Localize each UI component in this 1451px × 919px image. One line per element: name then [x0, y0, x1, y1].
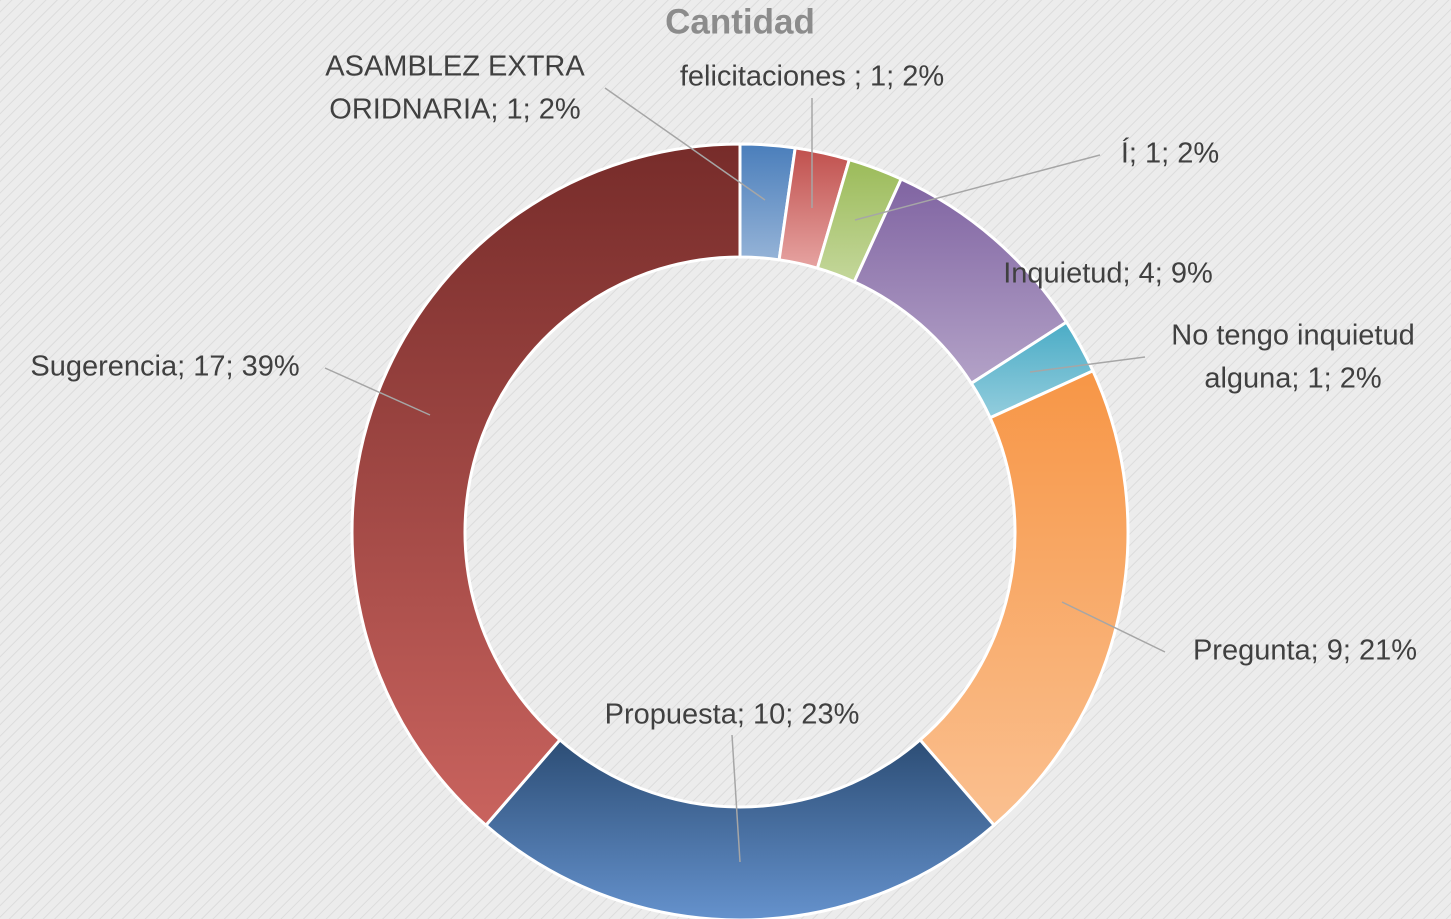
leader-line: [854, 154, 1101, 221]
data-label: ASAMBLEZ EXTRA: [325, 51, 585, 83]
data-label: alguna; 1; 2%: [1204, 363, 1381, 395]
data-label: ORIDNARIA; 1; 2%: [329, 94, 580, 126]
data-label: Propuesta; 10; 23%: [605, 699, 860, 731]
data-label: Í; 1; 2%: [1121, 137, 1219, 170]
data-label: No tengo inquietud: [1171, 320, 1414, 352]
data-label: Sugerencia; 17; 39%: [30, 351, 299, 383]
leader-line: [604, 87, 766, 201]
data-label: felicitaciones ; 1; 2%: [680, 61, 944, 93]
leader-line: [1061, 601, 1166, 653]
leader-line: [1029, 356, 1146, 373]
leader-line: [731, 734, 741, 863]
chart-title: Cantidad: [665, 2, 815, 41]
donut-slice: [350, 142, 742, 828]
donut-slice: [917, 368, 1130, 828]
data-label: Inquietud; 4; 9%: [1003, 258, 1213, 290]
donut-slice: [483, 737, 997, 919]
data-label: Pregunta; 9; 21%: [1193, 635, 1417, 667]
leader-line: [324, 367, 431, 416]
